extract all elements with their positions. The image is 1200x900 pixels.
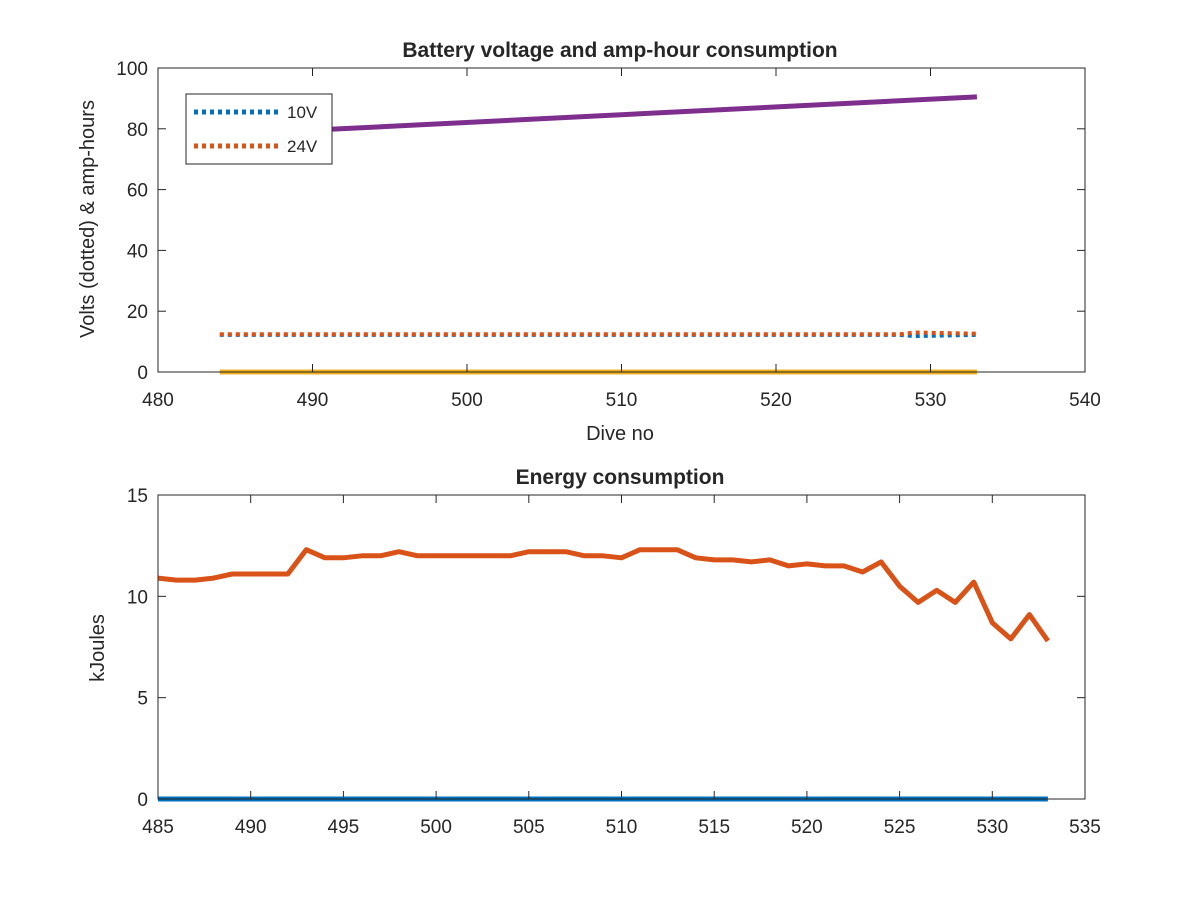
x-tick-label: 530 — [915, 390, 947, 411]
series-line-24v — [219, 330, 977, 337]
x-tick-label: 490 — [297, 390, 329, 411]
y-tick-label: 40 — [127, 241, 148, 262]
legend-label-10v: 10V — [287, 103, 318, 122]
y-tick-label: 100 — [116, 59, 148, 80]
y-axis-label: Volts (dotted) & amp-hours — [77, 100, 99, 338]
legend-box — [185, 93, 333, 165]
y-tick-label: 0 — [137, 363, 148, 384]
y-tick-label: 10 — [127, 587, 148, 608]
legend: 10V 24V — [185, 93, 333, 165]
x-tick-label: 515 — [698, 817, 730, 838]
x-tick-label: 525 — [884, 817, 916, 838]
x-tick-label: 495 — [328, 817, 360, 838]
x-tick-label: 510 — [606, 390, 638, 411]
x-tick-label: 480 — [142, 390, 174, 411]
legend-label-24v: 24V — [287, 137, 318, 156]
x-tick-label: 535 — [1069, 817, 1101, 838]
y-tick-label: 20 — [127, 302, 148, 323]
x-tick-label: 520 — [791, 817, 823, 838]
plot-area: 480 490 500 510 520 530 540 0 20 40 60 80 100 — [116, 59, 1101, 411]
x-axis-label: Dive no — [586, 423, 654, 445]
series-line-1 — [157, 547, 1050, 643]
plot-battery: Battery voltage and amp-hour consumption… — [77, 39, 1101, 445]
y-tick-label: 15 — [127, 486, 148, 507]
x-tick-label: 540 — [1069, 390, 1101, 411]
chart-title: Battery voltage and amp-hour consumption — [402, 39, 837, 62]
y-tick-label: 80 — [127, 120, 148, 141]
x-tick-label: 530 — [976, 817, 1008, 838]
y-tick-label: 5 — [137, 689, 148, 710]
x-tick-label: 510 — [606, 817, 638, 838]
y-tick-label: 60 — [127, 181, 148, 202]
series-line-3 — [327, 94, 978, 132]
chart-title: Energy consumption — [516, 466, 725, 489]
y-tick-label: 0 — [137, 790, 148, 811]
plot-energy: Energy consumption kJoules 485 490 495 500 5… — [87, 466, 1101, 838]
x-tick-label: 520 — [760, 390, 792, 411]
x-tick-label: 505 — [513, 817, 545, 838]
x-tick-label: 500 — [420, 817, 452, 838]
y-axis-label: kJoules — [87, 614, 109, 682]
x-tick-label: 485 — [142, 817, 174, 838]
x-tick-label: 500 — [451, 390, 483, 411]
x-tick-label: 490 — [235, 817, 267, 838]
